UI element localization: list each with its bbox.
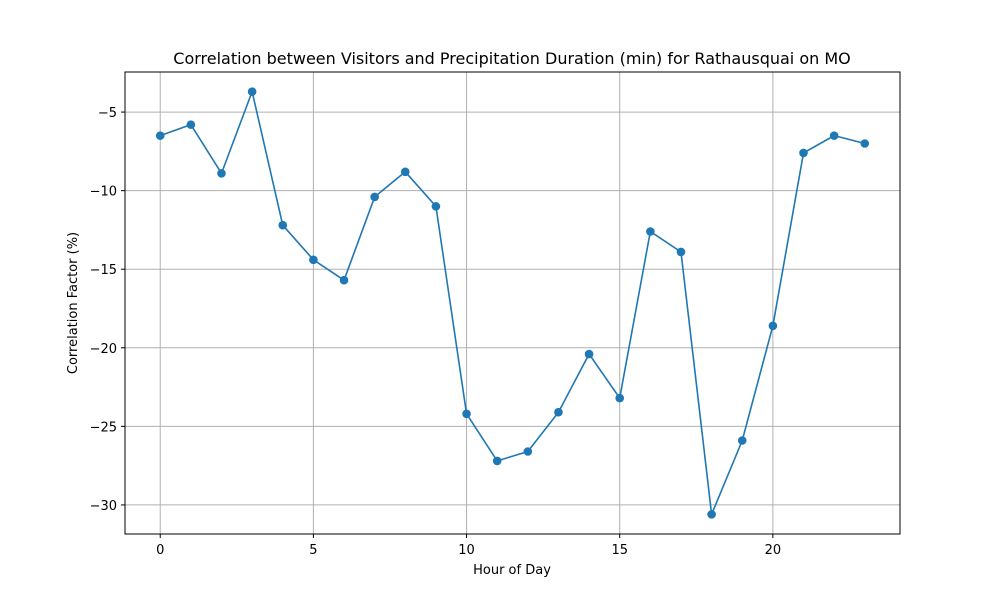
data-point — [309, 255, 318, 265]
data-point — [186, 120, 196, 129]
y-axis-ticks: −30 −25 −20 −15 −10 −5 — [90, 106, 125, 514]
data-point — [431, 202, 441, 211]
data-point — [492, 456, 502, 466]
data-point — [676, 247, 686, 257]
x-axis-label: Hour of Day — [473, 563, 551, 578]
y-tick-label: −25 — [90, 420, 117, 435]
data-point — [278, 220, 288, 230]
data-point — [707, 510, 716, 519]
x-tick-label: 10 — [458, 543, 475, 558]
x-tick-label: 0 — [156, 543, 164, 558]
data-point — [860, 139, 870, 148]
y-tick-label: −15 — [90, 263, 117, 278]
y-tick-label: −30 — [90, 499, 117, 514]
series-points-layer — [155, 87, 870, 519]
data-point — [247, 87, 257, 96]
data-point — [646, 227, 655, 236]
data-point — [584, 349, 594, 359]
y-tick-label: −10 — [90, 185, 117, 200]
data-point — [554, 407, 563, 417]
y-tick-label: −5 — [98, 106, 117, 121]
data-point — [462, 409, 471, 419]
x-axis-ticks: 0 5 10 15 20 — [156, 534, 781, 558]
series-line-layer — [159, 88, 865, 518]
data-point — [737, 436, 747, 445]
data-point — [523, 447, 533, 456]
data-point — [217, 169, 226, 178]
series-line — [159, 88, 865, 518]
y-tick-label: −20 — [90, 342, 117, 357]
data-point — [155, 131, 165, 140]
x-tick-label: 20 — [765, 543, 782, 558]
grid-lines — [125, 72, 900, 534]
data-point — [615, 393, 625, 403]
plot-frame — [124, 71, 901, 535]
x-tick-label: 5 — [309, 543, 317, 558]
chart-title: Correlation between Visitors and Precipi… — [173, 49, 850, 68]
data-point — [339, 275, 349, 285]
data-point — [799, 148, 808, 158]
data-point — [768, 321, 778, 331]
data-point — [370, 192, 379, 202]
data-point — [400, 167, 410, 177]
data-point — [829, 131, 839, 140]
x-tick-label: 15 — [611, 543, 628, 558]
y-axis-label: Correlation Factor (%) — [66, 232, 81, 374]
